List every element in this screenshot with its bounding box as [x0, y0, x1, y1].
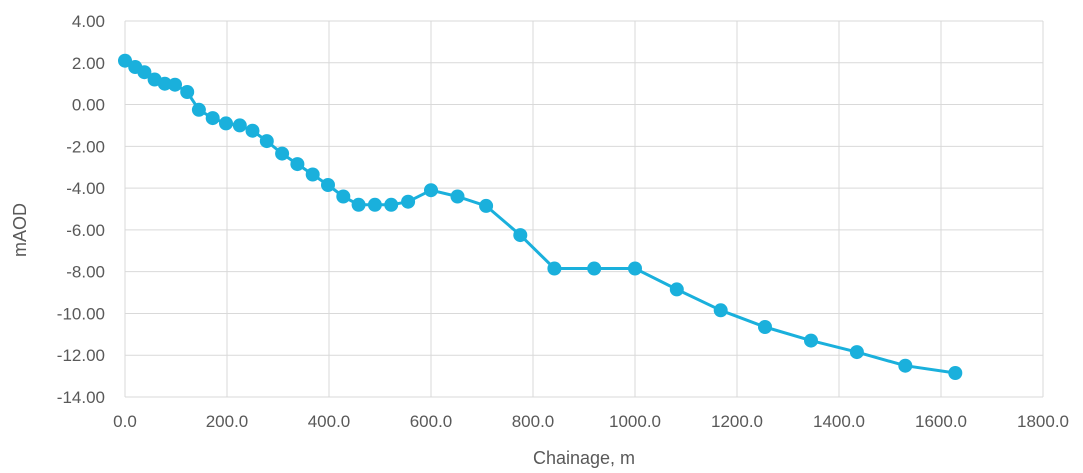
data-point — [628, 261, 642, 276]
x-tick-label: 1800.0 — [1017, 412, 1069, 431]
data-point — [758, 320, 772, 334]
data-point — [898, 358, 913, 373]
data-point — [948, 366, 963, 380]
y-tick-label: -10.00 — [57, 304, 105, 323]
data-point — [205, 111, 220, 126]
data-point — [669, 282, 684, 297]
data-point — [351, 197, 366, 212]
data-point — [157, 76, 172, 91]
x-tick-label: 0.0 — [113, 412, 137, 431]
y-tick-label: -2.00 — [66, 137, 105, 156]
data-point — [401, 194, 416, 209]
data-point — [290, 157, 305, 172]
x-tick-label: 1000.0 — [609, 412, 661, 431]
data-point — [450, 189, 465, 204]
x-axis-title: Chainage, m — [533, 448, 635, 468]
data-point — [191, 102, 206, 117]
y-tick-label: -8.00 — [66, 263, 105, 282]
data-point — [245, 123, 260, 138]
axes: 4.00 2.00 0.00 -2.00 -4.00 -6.00 -8.00 -10.00 -1… — [57, 12, 1069, 431]
x-tick-label: 1600.0 — [915, 412, 967, 431]
data-point — [849, 345, 864, 360]
data-point — [336, 189, 351, 204]
y-tick-label: -6.00 — [66, 221, 105, 240]
x-tick-label: 1400.0 — [813, 412, 865, 431]
data-point — [118, 53, 132, 68]
y-tick-label: 0.00 — [72, 96, 105, 115]
data-point — [587, 261, 602, 276]
data-point — [547, 261, 562, 276]
gridlines — [124, 20, 1044, 398]
data-point — [424, 183, 438, 198]
data-point — [168, 77, 182, 92]
x-tick-label: 400.0 — [308, 412, 351, 431]
data-point — [275, 146, 290, 161]
series-line — [124, 59, 956, 375]
y-tick-label: -12.00 — [57, 346, 105, 365]
x-tick-label: 600.0 — [410, 412, 453, 431]
x-tick-label: 200.0 — [206, 412, 249, 431]
data-point — [713, 303, 728, 318]
data-point — [180, 85, 195, 99]
y-tick-label: 2.00 — [72, 54, 105, 73]
data-point — [219, 116, 233, 131]
data-point — [804, 333, 818, 348]
x-tick-label: 1200.0 — [711, 412, 763, 431]
data-point — [321, 178, 335, 192]
data-point — [384, 197, 399, 212]
y-tick-label: 4.00 — [72, 12, 105, 31]
series-layer — [118, 53, 963, 380]
data-point — [305, 167, 320, 182]
y-tick-label: -14.00 — [57, 388, 105, 407]
data-point — [513, 228, 528, 243]
data-point — [137, 65, 152, 80]
data-point — [367, 197, 382, 212]
x-tick-label: 800.0 — [512, 412, 555, 431]
y-tick-label: -4.00 — [66, 179, 105, 198]
data-point — [259, 134, 274, 149]
y-axis-title: mAOD — [10, 203, 30, 257]
data-point — [232, 118, 247, 133]
data-point — [479, 198, 494, 213]
